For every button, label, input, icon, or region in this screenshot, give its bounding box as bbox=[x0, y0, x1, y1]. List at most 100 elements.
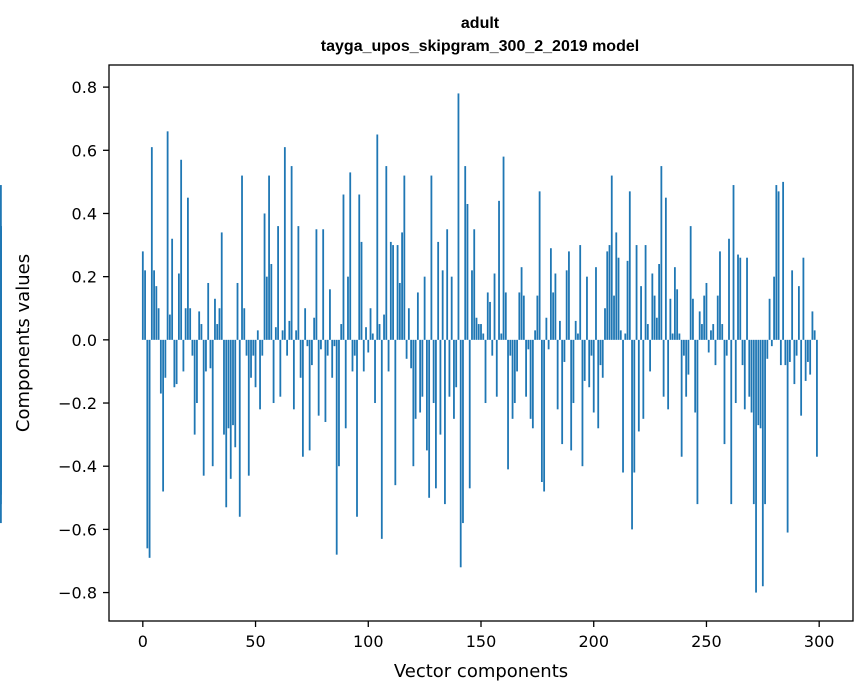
bar-103 bbox=[374, 339, 376, 404]
bar-248 bbox=[701, 324, 703, 340]
bar-182 bbox=[552, 292, 555, 340]
bar-208 bbox=[610, 175, 613, 340]
bar-225 bbox=[649, 339, 651, 372]
bar-252 bbox=[710, 330, 712, 340]
bar-97 bbox=[360, 241, 363, 340]
y-tick-label: 0.6 bbox=[72, 141, 97, 160]
bar-162 bbox=[507, 339, 509, 470]
bar-261 bbox=[730, 339, 733, 505]
bar-192 bbox=[574, 320, 577, 340]
bar-84 bbox=[331, 339, 334, 378]
bar-242 bbox=[687, 339, 690, 375]
bar-152 bbox=[484, 339, 487, 404]
bar-undefined bbox=[0, 226, 2, 340]
bar-64 bbox=[286, 339, 289, 356]
bar-279 bbox=[770, 339, 773, 347]
bar-47 bbox=[247, 339, 250, 476]
x-axis-label: Vector components bbox=[394, 661, 568, 682]
bar-221 bbox=[640, 286, 642, 340]
bar-207 bbox=[608, 245, 611, 340]
bar-187 bbox=[563, 339, 566, 362]
bar-45 bbox=[243, 308, 246, 340]
bar-87 bbox=[338, 339, 340, 467]
bar-250 bbox=[705, 282, 708, 340]
bar-53 bbox=[261, 339, 264, 356]
bars-group bbox=[0, 93, 818, 593]
bar-60 bbox=[277, 226, 279, 340]
y-tick-label: −0.4 bbox=[58, 457, 97, 476]
bar-275 bbox=[761, 339, 764, 587]
bar-70 bbox=[299, 339, 302, 378]
bar-14 bbox=[173, 339, 176, 388]
bar-165 bbox=[513, 339, 516, 404]
bar-104 bbox=[376, 134, 379, 340]
bar-198 bbox=[588, 339, 591, 388]
bar-8 bbox=[159, 339, 162, 394]
bar-17 bbox=[180, 159, 183, 340]
bar-123 bbox=[419, 339, 422, 413]
y-tick-label: 0.0 bbox=[72, 331, 97, 350]
bar-56 bbox=[268, 175, 270, 340]
bar-203 bbox=[599, 339, 602, 366]
bar-179 bbox=[545, 317, 548, 340]
bar-76 bbox=[313, 317, 316, 340]
bar-244 bbox=[692, 298, 694, 340]
bar-114 bbox=[398, 282, 401, 340]
bar-19 bbox=[184, 308, 187, 340]
bar-135 bbox=[446, 229, 449, 340]
bar-11 bbox=[166, 131, 169, 340]
bar-16 bbox=[177, 273, 180, 340]
bar-48 bbox=[250, 339, 252, 378]
bar-191 bbox=[572, 339, 575, 404]
bar-172 bbox=[529, 339, 532, 419]
bar-4 bbox=[150, 147, 153, 340]
bar-31 bbox=[211, 339, 214, 467]
bar-153 bbox=[486, 292, 489, 340]
bar-236 bbox=[673, 267, 676, 340]
bar-295 bbox=[807, 339, 809, 362]
bar-94 bbox=[353, 339, 356, 356]
bar-18 bbox=[182, 339, 185, 372]
bar-82 bbox=[326, 339, 329, 356]
bar-89 bbox=[342, 194, 345, 340]
bar-163 bbox=[509, 339, 512, 356]
bar-72 bbox=[304, 308, 307, 340]
bar-206 bbox=[606, 251, 609, 340]
bar-228 bbox=[655, 317, 658, 340]
bar-102 bbox=[371, 333, 374, 340]
bar-253 bbox=[712, 324, 715, 340]
bar-23 bbox=[193, 339, 196, 435]
bar-107 bbox=[383, 314, 385, 340]
bar-171 bbox=[527, 339, 530, 350]
bar-166 bbox=[516, 339, 518, 372]
bar-254 bbox=[714, 339, 717, 366]
bar-241 bbox=[685, 339, 688, 397]
bar-144 bbox=[466, 204, 469, 340]
bar-278 bbox=[768, 298, 771, 340]
bar-274 bbox=[759, 339, 762, 429]
bar-189 bbox=[568, 251, 570, 340]
bar-78 bbox=[317, 339, 320, 416]
bar-137 bbox=[450, 276, 453, 340]
bar-61 bbox=[279, 339, 282, 397]
bar-210 bbox=[615, 232, 618, 340]
bar-157 bbox=[495, 339, 498, 397]
bar-173 bbox=[531, 339, 534, 429]
bar-164 bbox=[511, 339, 514, 419]
bar-223 bbox=[644, 245, 647, 340]
x-tick-label: 300 bbox=[804, 632, 835, 651]
bar-13 bbox=[171, 238, 174, 340]
bar-1 bbox=[144, 270, 146, 340]
bar-272 bbox=[755, 339, 757, 593]
bar-134 bbox=[444, 339, 446, 505]
bar-267 bbox=[743, 339, 746, 410]
bar-138 bbox=[453, 339, 455, 419]
bar-115 bbox=[401, 232, 403, 340]
bar-112 bbox=[394, 339, 397, 486]
bar-251 bbox=[707, 339, 710, 353]
bar-213 bbox=[622, 339, 624, 473]
bar-111 bbox=[392, 245, 394, 340]
bar-209 bbox=[613, 295, 615, 340]
bar-233 bbox=[667, 339, 670, 410]
bar-227 bbox=[653, 295, 656, 340]
